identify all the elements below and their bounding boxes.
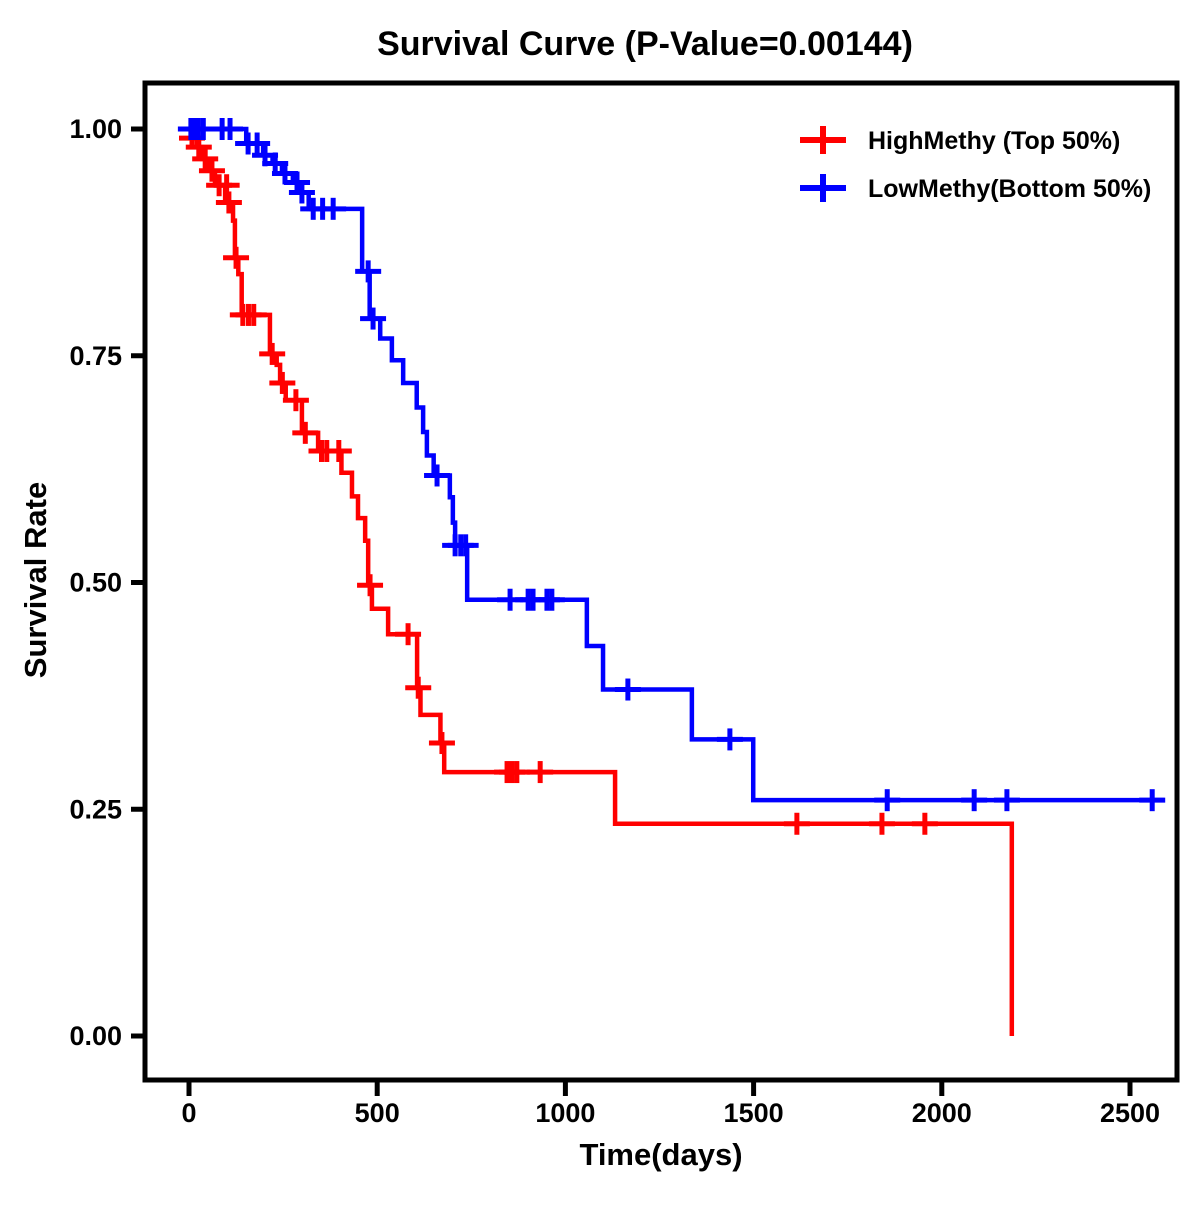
x-tick-label: 0 — [181, 1098, 196, 1128]
legend: HighMethy (Top 50%) LowMethy(Bottom 50%) — [800, 126, 1151, 203]
x-tick-label: 2000 — [912, 1098, 972, 1128]
legend-label-highmethy: HighMethy (Top 50%) — [868, 127, 1120, 155]
km-curves — [177, 118, 1166, 1036]
legend-label-lowmethy: LowMethy(Bottom 50%) — [868, 175, 1151, 203]
x-tick-label: 2500 — [1100, 1098, 1160, 1128]
chart-title: Survival Curve (P-Value=0.00144) — [377, 25, 913, 63]
x-axis-ticks: 0 500 1000 1500 2000 2500 — [181, 1080, 1160, 1128]
y-axis-label: Survival Rate — [18, 482, 53, 678]
y-axis-ticks: 0.00 0.25 0.50 0.75 1.00 — [69, 114, 145, 1051]
y-tick-label: 0.75 — [69, 341, 122, 371]
plot-area-border — [142, 80, 1180, 1083]
y-tick-label: 1.00 — [69, 114, 122, 144]
censor-marks-lowmethy — [177, 118, 1166, 812]
km-curve-highmethy — [189, 126, 1015, 1036]
legend-item-lowmethy: LowMethy(Bottom 50%) — [800, 174, 1151, 203]
legend-item-highmethy: HighMethy (Top 50%) — [800, 126, 1120, 155]
x-axis-label: Time(days) — [579, 1137, 742, 1172]
x-tick-label: 1500 — [724, 1098, 784, 1128]
y-tick-label: 0.00 — [69, 1021, 122, 1051]
y-tick-label: 0.50 — [69, 568, 122, 598]
x-tick-label: 1000 — [535, 1098, 595, 1128]
plus-censor-icon — [800, 174, 846, 202]
censor-marks-highmethy — [179, 127, 938, 835]
km-curve-lowmethy — [189, 126, 1164, 803]
y-tick-label: 0.25 — [69, 794, 122, 824]
x-tick-label: 500 — [355, 1098, 400, 1128]
plus-censor-icon — [800, 126, 846, 154]
